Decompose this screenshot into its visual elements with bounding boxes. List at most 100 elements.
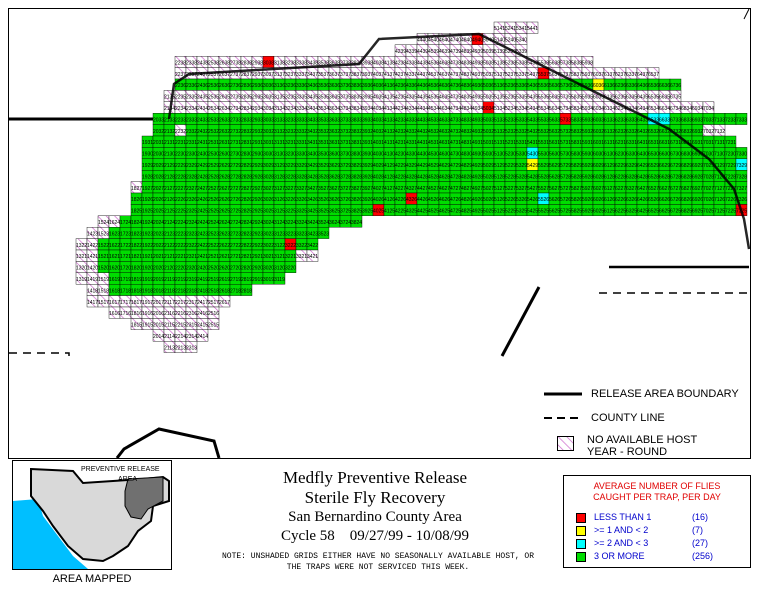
grid-cell-label: 3337 [296,72,307,78]
grid-cell-label: 4532 [428,129,439,135]
grid-cell-label: 5828 [571,174,582,180]
grid-cell-label: 2619 [219,277,230,283]
grid-cell-label: 2026 [153,197,164,203]
grid-cell-label: 5425 [527,209,538,215]
grid-cell-label: 1716 [120,311,131,317]
grid-cell-label: 6137 [604,72,615,78]
grid-cell-label: 5527 [538,186,549,192]
grid-cell-label: 3637 [329,72,340,78]
grid-cell-label: 2737 [230,72,241,78]
grid-cell-label: 6626 [659,197,670,203]
grid-cell-label: 7027 [703,186,714,192]
grid-cell-label: 2432 [197,129,208,135]
grid-cell-label: 2216 [175,311,186,317]
grid-cell-label: 2638 [219,60,230,66]
grid-cell-label: 7231 [725,140,736,146]
grid-cell-label: 6825 [681,209,692,215]
grid-cell-label: 2217 [175,300,186,306]
grid-cell-label: 4038 [373,60,384,66]
grid-cell-label: 3333 [296,117,307,123]
grid-cell-label: 4730 [450,152,461,158]
grid-cell-label: 2820 [241,266,252,272]
grid-cell-label: 3625 [329,209,340,215]
grid-cell-label: 2120 [164,266,175,272]
grid-cell-label: 7032 [703,129,714,135]
grid-cell-label: 2438 [197,60,208,66]
grid-cell-label: 2824 [241,220,252,226]
grid-cell-label: 4634 [439,106,450,112]
grid-cell-label: 2732 [230,129,241,135]
grid-cell-label: 3324 [296,220,307,226]
grid-cell-label: 3929 [362,163,373,169]
grid-cell-label: 2425 [197,209,208,215]
grid-cell-label: 3238 [285,60,296,66]
grid-cell-label: 5628 [549,174,560,180]
grid-cell-label: 5637 [549,72,560,78]
grid-cell-label: 3638 [329,60,340,66]
grid-cell-label: 2113 [164,345,175,351]
grid-cell-label: 1320 [76,266,87,272]
grid-cell-label: 6028 [593,174,604,180]
grid-cell-label: 2321 [186,254,197,260]
grid-cell-label: 5925 [582,209,593,215]
grid-cell-label: 3524 [318,220,329,226]
grid-cell-label: 5233 [505,117,516,123]
grid-cell-label: 5933 [582,117,593,123]
grid-cell-label: 2920 [252,266,263,272]
grid-cell-label: 2731 [230,140,241,146]
grid-cell-label: 5729 [560,163,571,169]
grid-cell-label: 3437 [307,72,318,78]
grid-cell-label: 1817 [131,300,142,306]
grid-cell-label: 6928 [692,174,703,180]
grid-cell [273,272,286,285]
grid-cell-label: 2535 [208,95,219,101]
grid-cell-label: 2934 [252,106,263,112]
grid-cell-label: 1818 [131,288,142,294]
grid-cell-label: 2320 [186,266,197,272]
grid-cell-label: 7233 [725,117,736,123]
grid-cell-label: 2019 [153,277,164,283]
grid-cell-label: 2214 [175,334,186,340]
grid-cell-label: 3130 [274,152,285,158]
grid-cell-label: 1322 [76,243,87,249]
grid-cell-label: 4829 [461,163,472,169]
grid-cell-label: 5338 [516,60,527,66]
grid-cell-label: 6034 [593,106,604,112]
grid-cell-label: 1822 [131,243,142,249]
grid-cell-label: 3423 [307,231,318,237]
grid-cell-label: 2426 [197,197,208,203]
grid-cell-label: 2322 [186,243,197,249]
grid-cell-label: 5529 [538,163,549,169]
grid-cell-label: 1920 [142,266,153,272]
grid-cell-label: 3624 [329,220,340,226]
grid-cell-label: 1517 [98,300,109,306]
grid-cell-label: 5533 [538,117,549,123]
grid-cell-label: 3138 [274,60,285,66]
grid-cell-label: 1419 [87,277,98,283]
grid-cell-label: 3019 [263,277,274,283]
grid-cell-label: 2831 [241,140,252,146]
grid-cell-label: 4526 [428,197,439,203]
grid-cell-label: 4126 [384,197,395,203]
grid-cell-label: 2623 [219,231,230,237]
grid-cell-label: 5538 [538,60,549,66]
grid-cell-label: 2622 [219,243,230,249]
grid-cell-label: 5127 [494,186,505,192]
fly-legend-swatch-yellow [576,525,586,536]
grid-cell-label: 7329 [736,163,747,169]
grid-cell-label: 5930 [582,152,593,158]
grid-cell-label: 2834 [241,106,252,112]
grid-cell-label: 2825 [241,209,252,215]
grid-cell-label: 1724 [120,220,131,226]
grid-cell-label: 4434 [417,106,428,112]
grid-cell-label: 5733 [560,117,571,123]
grid-cell-label: 2215 [175,323,186,329]
grid-cell-label: 6337 [626,72,637,78]
grid-cell-label: 2123 [164,231,175,237]
grid-cell-label: 2828 [241,174,252,180]
grid-cell-label: 2325 [186,209,197,215]
grid-cell-label: 4525 [428,209,439,215]
grid-cell-label: 5130 [494,152,505,158]
grid-cell-label: 6531 [648,140,659,146]
grid-cell-label: 2334 [186,106,197,112]
